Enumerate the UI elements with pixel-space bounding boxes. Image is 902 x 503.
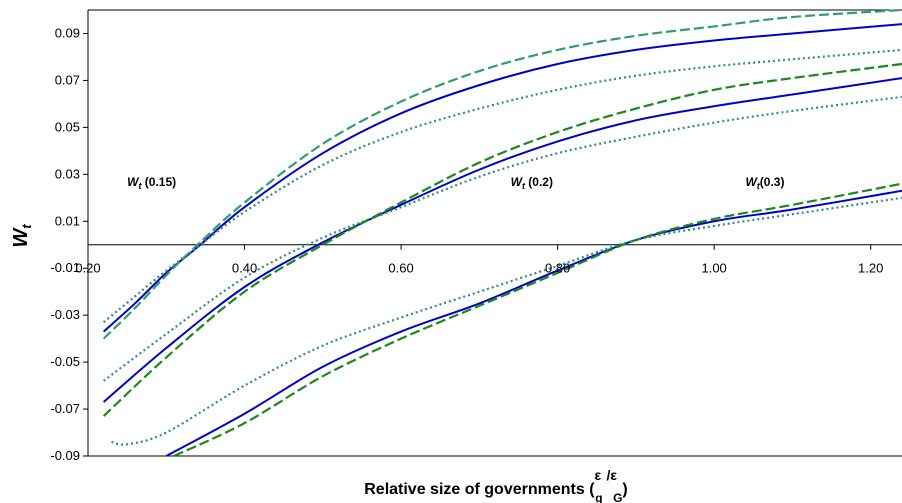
y-tick-label: -0.07	[50, 401, 80, 416]
series-line-0-15-solid	[102, 23, 902, 333]
x-tick-label: 0.40	[232, 261, 257, 276]
y-tick-label: 0.01	[55, 213, 80, 228]
x-axis-label: Relative size of governments (ε g/ε G)	[364, 467, 628, 503]
y-tick-label: 0.07	[55, 72, 80, 87]
y-tick-label: -0.09	[50, 448, 80, 463]
y-axis-label: Wt	[10, 224, 34, 248]
series-line-0-3-dotted	[111, 196, 902, 446]
x-tick-label: 1.00	[701, 261, 726, 276]
series-line-0-3-solid	[165, 189, 902, 457]
series-line-0-2-dashed	[102, 62, 902, 417]
y-tick-label: 0.09	[55, 25, 80, 40]
series-annotation-3: Wt(0.3)	[745, 175, 784, 191]
series-line-0-2-solid	[103, 77, 902, 403]
x-tick-label: 0.20	[75, 261, 100, 276]
series-annotation-2: Wt (0.2)	[511, 175, 553, 191]
series-line-0-15-dashed	[102, 8, 902, 340]
y-tick-label: -0.03	[50, 307, 80, 322]
x-tick-label: 0.60	[388, 261, 413, 276]
x-tick-label: 0.80	[545, 261, 570, 276]
series-line-0-15-dotted	[102, 48, 902, 324]
plot-area	[87, 9, 902, 457]
y-tick-label: -0.01	[50, 260, 80, 275]
series-annotation-1: Wt (0.15)	[127, 175, 176, 191]
y-tick-label: 0.03	[55, 166, 80, 181]
y-tick-label: -0.05	[50, 354, 80, 369]
series-line-0-3-dashed	[173, 182, 902, 457]
y-tick-label: 0.05	[55, 119, 80, 134]
series-line-0-2-dotted	[102, 95, 902, 382]
x-tick-label: 1.20	[858, 261, 883, 276]
